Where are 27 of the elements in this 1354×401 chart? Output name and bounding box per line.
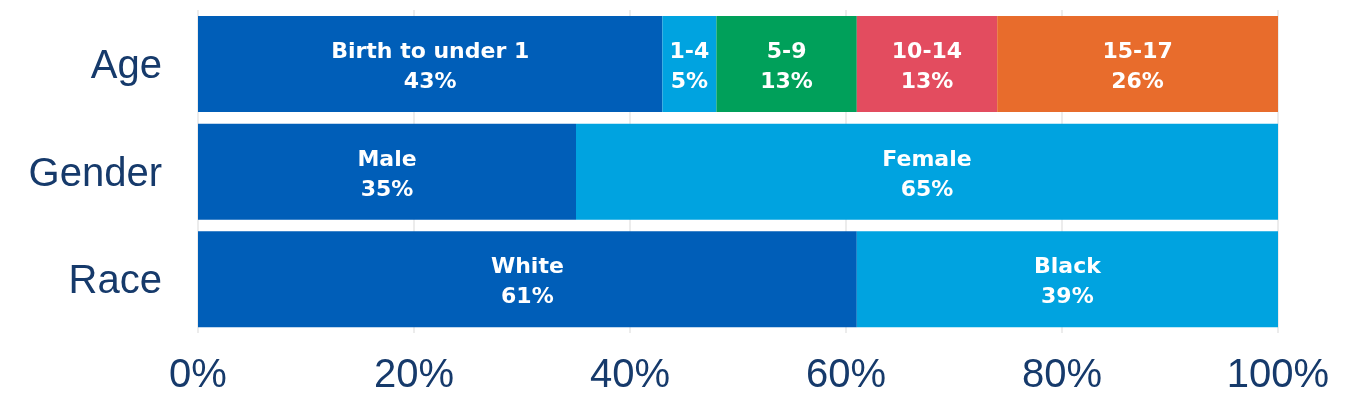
data-label: 13% bbox=[760, 68, 813, 93]
series-label: Male bbox=[357, 145, 417, 171]
data-label: 65% bbox=[900, 175, 954, 201]
x-tick-label: 0% bbox=[169, 351, 227, 396]
x-tick-label: 80% bbox=[1021, 351, 1103, 396]
y-tick-label: Age bbox=[90, 42, 162, 87]
data-label: 39% bbox=[1041, 283, 1094, 309]
series-label: White bbox=[490, 253, 564, 279]
x-tick-label: 60% bbox=[805, 351, 887, 396]
series-label: Black bbox=[1033, 253, 1103, 279]
x-tick-label: 20% bbox=[373, 351, 455, 396]
data-label: 35% bbox=[360, 175, 414, 201]
series-label: 10-14 bbox=[891, 38, 963, 63]
data-label: 13% bbox=[900, 68, 954, 93]
data-label: 43% bbox=[403, 68, 457, 93]
y-tick-label: Gender bbox=[28, 149, 162, 194]
data-label: 5% bbox=[670, 68, 709, 93]
series-label: 1-4 bbox=[669, 38, 710, 63]
series-label: Birth to under 1 bbox=[331, 38, 530, 63]
series-label: 15-17 bbox=[1102, 38, 1173, 63]
x-tick-label: 40% bbox=[589, 351, 671, 396]
x-tick-label: 100% bbox=[1226, 351, 1330, 396]
y-tick-label: Race bbox=[68, 257, 162, 302]
series-label: 5-9 bbox=[766, 38, 807, 63]
data-label: 26% bbox=[1111, 68, 1164, 93]
data-label: 61% bbox=[501, 283, 554, 309]
series-label: Female bbox=[882, 145, 972, 171]
